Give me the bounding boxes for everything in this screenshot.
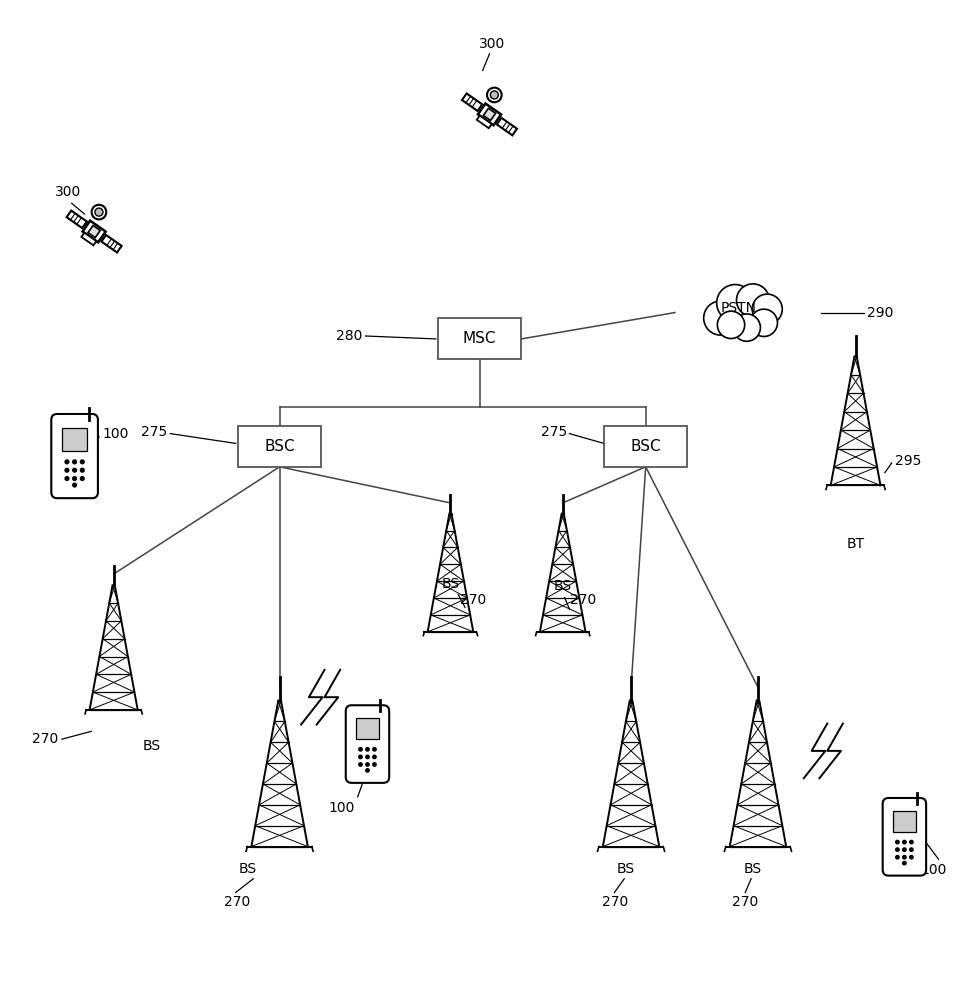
Circle shape xyxy=(490,91,498,99)
Circle shape xyxy=(65,460,68,464)
Text: MSC: MSC xyxy=(463,331,496,346)
Bar xyxy=(603,426,687,467)
Circle shape xyxy=(909,848,912,851)
Text: BT: BT xyxy=(846,537,864,551)
Circle shape xyxy=(733,314,760,341)
Circle shape xyxy=(65,468,68,472)
Polygon shape xyxy=(102,235,121,252)
Text: BS: BS xyxy=(616,862,635,876)
Circle shape xyxy=(902,848,906,851)
Circle shape xyxy=(895,856,898,859)
Text: 270: 270 xyxy=(31,732,58,746)
Circle shape xyxy=(366,769,369,772)
Text: 270: 270 xyxy=(731,895,757,909)
Polygon shape xyxy=(477,104,501,125)
Text: PSTN: PSTN xyxy=(720,301,756,315)
Circle shape xyxy=(80,468,84,472)
Circle shape xyxy=(909,856,912,859)
Text: BS: BS xyxy=(143,739,161,753)
Circle shape xyxy=(72,460,76,464)
Text: 280: 280 xyxy=(335,329,362,343)
Text: 100: 100 xyxy=(328,801,354,815)
Text: 300: 300 xyxy=(55,185,81,199)
Text: BS: BS xyxy=(554,579,571,593)
Text: 270: 270 xyxy=(569,593,596,607)
Text: BSC: BSC xyxy=(630,439,660,454)
Circle shape xyxy=(366,748,369,751)
FancyBboxPatch shape xyxy=(51,414,98,498)
Circle shape xyxy=(902,861,906,865)
Circle shape xyxy=(902,840,906,844)
Bar xyxy=(438,318,520,359)
Circle shape xyxy=(486,88,501,102)
Text: BSC: BSC xyxy=(264,439,294,454)
Circle shape xyxy=(717,311,744,339)
Circle shape xyxy=(366,755,369,759)
Circle shape xyxy=(358,748,362,751)
FancyBboxPatch shape xyxy=(882,798,925,876)
Text: 270: 270 xyxy=(224,895,250,909)
Text: 100: 100 xyxy=(102,427,128,441)
Circle shape xyxy=(72,477,76,480)
Circle shape xyxy=(902,856,906,859)
Polygon shape xyxy=(82,221,106,242)
Bar xyxy=(356,718,378,739)
Text: 300: 300 xyxy=(479,37,505,51)
Text: BS: BS xyxy=(238,862,256,876)
FancyBboxPatch shape xyxy=(345,705,389,783)
Circle shape xyxy=(373,755,376,759)
Circle shape xyxy=(95,208,103,216)
Text: 270: 270 xyxy=(601,895,627,909)
Bar xyxy=(238,426,321,467)
Text: BS: BS xyxy=(743,862,761,876)
Circle shape xyxy=(92,205,107,219)
Circle shape xyxy=(65,477,68,480)
Circle shape xyxy=(72,483,76,487)
Circle shape xyxy=(895,840,898,844)
Circle shape xyxy=(80,477,84,480)
Polygon shape xyxy=(483,108,495,121)
Text: 275: 275 xyxy=(541,425,567,439)
Polygon shape xyxy=(88,225,100,238)
Text: BS: BS xyxy=(441,577,459,591)
Circle shape xyxy=(72,468,76,472)
Circle shape xyxy=(909,840,912,844)
Circle shape xyxy=(749,309,777,336)
Polygon shape xyxy=(476,116,491,128)
Circle shape xyxy=(895,848,898,851)
Bar xyxy=(892,811,914,832)
Circle shape xyxy=(373,763,376,766)
Circle shape xyxy=(358,755,362,759)
Text: 100: 100 xyxy=(919,863,946,877)
Text: 270: 270 xyxy=(460,593,486,607)
Bar xyxy=(62,428,87,451)
Polygon shape xyxy=(496,118,516,135)
Circle shape xyxy=(703,301,737,335)
Polygon shape xyxy=(81,233,96,245)
Polygon shape xyxy=(462,93,482,111)
Circle shape xyxy=(366,763,369,766)
Circle shape xyxy=(373,748,376,751)
Circle shape xyxy=(735,284,769,317)
Text: 275: 275 xyxy=(141,425,167,439)
Circle shape xyxy=(80,460,84,464)
Circle shape xyxy=(716,285,753,321)
Circle shape xyxy=(751,294,781,324)
Polygon shape xyxy=(67,211,87,228)
Text: 295: 295 xyxy=(894,454,920,468)
Circle shape xyxy=(358,763,362,766)
Text: 290: 290 xyxy=(867,306,893,320)
